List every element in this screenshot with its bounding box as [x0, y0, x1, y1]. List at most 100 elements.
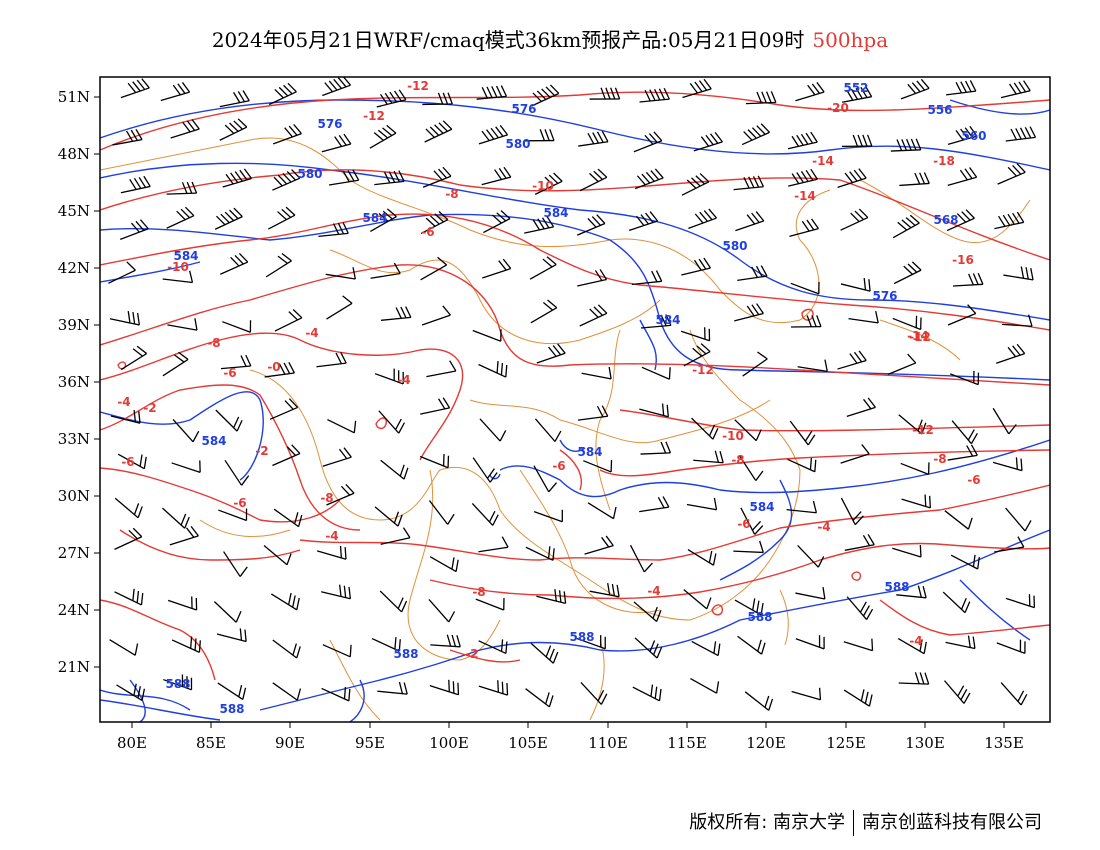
- wind-barb: [947, 126, 978, 145]
- temperature-contour-label: -18: [933, 154, 955, 168]
- company-name: 南京创蓝科技有限公司: [862, 812, 1042, 833]
- wind-barb: [471, 502, 499, 526]
- wind-barb: [328, 169, 360, 186]
- y-tick-label: 42N: [58, 259, 90, 277]
- y-tick-label: 36N: [58, 373, 90, 391]
- height-contour-label: 552: [843, 81, 868, 95]
- wind-barb: [215, 409, 243, 432]
- temperature-contour-label: -0: [267, 360, 280, 374]
- height-contour-label: 560: [961, 129, 986, 143]
- temperature-contour-label: -2: [255, 444, 268, 458]
- wind-barb: [167, 596, 198, 611]
- wind-barb: [899, 172, 930, 187]
- wind-barb: [742, 351, 768, 377]
- wind-barb: [109, 639, 139, 656]
- temperature-contour-label: -12: [692, 363, 714, 377]
- wind-barb: [379, 590, 408, 613]
- wind-barb: [945, 635, 976, 650]
- wind-barb: [745, 91, 777, 105]
- wind-barb: [160, 82, 191, 102]
- wind-barb: [691, 640, 721, 657]
- wind-barb: [787, 131, 818, 150]
- height-contour-label: 580: [722, 239, 747, 253]
- wind-barb: [119, 219, 149, 240]
- wind-barb: [220, 354, 252, 370]
- wind-barb: [162, 507, 190, 529]
- x-axis: 80E 85E 90E 95E 100E 105E 110E 115E 120E 125E 130E…: [117, 722, 1024, 752]
- wind-barb: [370, 262, 401, 279]
- wind-barb: [633, 601, 662, 622]
- wind-barb: [797, 544, 825, 568]
- wind-barb: [321, 686, 351, 702]
- wind-barb: [478, 536, 509, 553]
- wind-barb: [213, 601, 242, 623]
- x-tick-label: 130E: [905, 734, 945, 752]
- temperature-contour-label: -8: [320, 491, 333, 505]
- wind-barb: [947, 444, 978, 461]
- wind-barb: [896, 585, 927, 599]
- wind-barb: [842, 86, 873, 103]
- wind-barb: [380, 306, 412, 321]
- wind-barb: [476, 85, 508, 100]
- copyright-text: 版权所有: 南京大学: [689, 812, 845, 833]
- temperature-contour-label: -12: [909, 330, 931, 344]
- wind-barb: [846, 397, 876, 418]
- wind-barb: [1005, 126, 1037, 142]
- wind-barb: [525, 688, 554, 708]
- wind-barb: [429, 556, 459, 573]
- height-contour-label: 584: [201, 434, 226, 448]
- height-contour-label: 588: [393, 647, 418, 661]
- wind-barb: [589, 87, 621, 100]
- wind-barb: [683, 589, 712, 610]
- temperature-contour-label: -8: [933, 452, 946, 466]
- temperature-contour-label: -2: [465, 647, 478, 661]
- temperature-contours: [100, 91, 1050, 681]
- wind-barb: [420, 397, 451, 415]
- wind-barb: [534, 418, 562, 442]
- wind-barb: [639, 403, 669, 418]
- temperature-contour-label: -8: [472, 585, 485, 599]
- temperature-contour-label: -14: [794, 189, 816, 203]
- temperature-contour-label: -8: [207, 336, 220, 350]
- wind-barb: [587, 502, 617, 520]
- wind-barb: [898, 672, 930, 685]
- wind-barb: [170, 119, 200, 139]
- wind-barb: [890, 138, 922, 152]
- wind-barb: [533, 465, 558, 493]
- y-axis: 51N 48N 45N 42N 39N 36N 33N 30N 27N 24N 21N: [58, 88, 100, 676]
- wind-barb: [114, 497, 143, 519]
- wind-barb: [428, 598, 456, 623]
- wind-barb: [371, 637, 401, 652]
- wind-barb: [734, 303, 764, 322]
- temperature-contour-label: -10: [722, 429, 744, 443]
- wind-barb: [576, 214, 606, 236]
- wind-barb: [788, 168, 818, 187]
- height-contour-label: 584: [577, 445, 602, 459]
- wind-barb: [844, 534, 875, 551]
- wind-barb: [633, 131, 663, 153]
- wind-barb: [268, 82, 297, 106]
- x-tick-label: 115E: [667, 734, 707, 752]
- wind-barb: [943, 680, 971, 704]
- wind-barb: [584, 535, 614, 555]
- wind-barb: [641, 366, 671, 380]
- wind-barb: [1000, 682, 1028, 706]
- wind-barb: [681, 173, 710, 196]
- wind-barb: [1003, 266, 1034, 281]
- wind-barb: [693, 450, 724, 464]
- wind-barb: [579, 168, 608, 192]
- wind-barb: [682, 78, 712, 99]
- wind-barb: [900, 462, 930, 476]
- wind-barb: [374, 170, 405, 186]
- wind-barb: [787, 457, 817, 473]
- wind-barb: [217, 682, 247, 701]
- wind-barb: [166, 181, 198, 195]
- wind-barb: [114, 527, 143, 550]
- temperature-contour-label: -4: [647, 584, 660, 598]
- wind-barb: [992, 407, 1017, 435]
- wind-barb: [374, 506, 403, 527]
- wind-barb: [534, 172, 563, 195]
- wind-barb: [322, 77, 352, 97]
- wind-barb: [795, 587, 826, 600]
- temperature-contour-label: -8: [731, 453, 744, 467]
